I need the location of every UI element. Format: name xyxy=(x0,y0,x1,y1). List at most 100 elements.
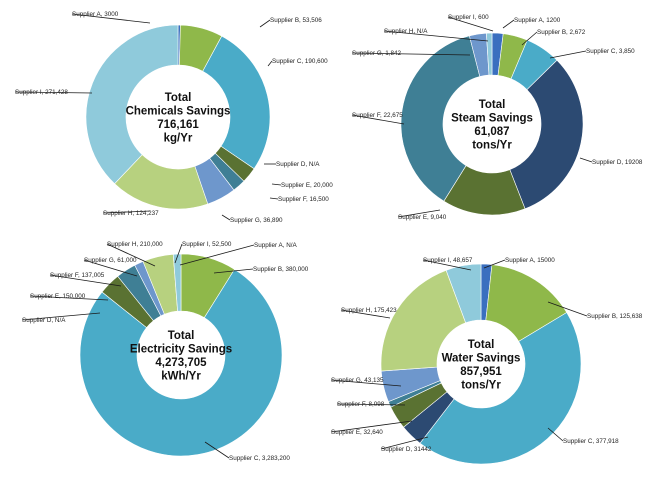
leader-line xyxy=(380,436,429,450)
donut-chart-4: Supplier A, 15000 Supplier B, 125,638 Supp… xyxy=(330,257,643,465)
center-title-line: Steam Savings xyxy=(451,112,533,124)
leader-line xyxy=(14,91,93,94)
donut-chart-2: Supplier A, 1200 Supplier B, 2,672 Supplie… xyxy=(351,14,643,221)
center-title-line: Total xyxy=(468,339,495,351)
slice-label-supplier-d: Supplier D, N/A xyxy=(22,317,66,324)
slice-label-supplier-f: Supplier F, 8,098 xyxy=(337,401,385,408)
leader-line xyxy=(174,243,183,264)
center-title-line: Total xyxy=(168,330,195,342)
leader-line xyxy=(106,243,156,267)
donut-chart-3: Supplier A, N/A Supplier B, 380,000 Suppli… xyxy=(21,241,309,462)
leader-line xyxy=(330,420,413,433)
leader-line xyxy=(21,312,101,321)
center-title-line: kg/Yr xyxy=(164,132,193,144)
leader-line xyxy=(483,259,506,269)
leader-line xyxy=(336,403,406,406)
leader-line xyxy=(330,379,402,387)
donut-hole xyxy=(443,75,541,173)
leader-line xyxy=(49,274,122,287)
slice-label-supplier-e: Supplier E, 20,000 xyxy=(281,182,333,189)
leader-line xyxy=(204,441,230,459)
center-title-line: tons/Yr xyxy=(472,139,512,151)
slice-label-supplier-a: Supplier A, 1200 xyxy=(514,17,561,24)
slice-label-supplier-c: Supplier C, 3,283,200 xyxy=(229,455,290,462)
leader-line xyxy=(213,268,254,274)
donut-slice-supplier-i xyxy=(486,32,493,76)
slice-label-supplier-b: Supplier B, 2,672 xyxy=(537,29,586,36)
center-title-line: 4,273,705 xyxy=(155,357,207,369)
slice-label-supplier-c: Supplier C, 190,600 xyxy=(272,58,328,65)
slice-label-supplier-e: Supplier E, 150,000 xyxy=(30,293,86,300)
donut-hole xyxy=(137,311,225,399)
leader-line xyxy=(521,31,538,46)
center-title-line: 61,087 xyxy=(474,126,509,138)
leader-line xyxy=(271,183,282,186)
leader-line xyxy=(340,309,391,319)
leader-line xyxy=(351,114,405,125)
slice-label-supplier-g: Supplier G, 43,135 xyxy=(331,377,384,384)
leader-line xyxy=(259,19,271,28)
slice-label-supplier-a: Supplier A, N/A xyxy=(254,242,298,249)
center-title-line: kWh/Yr xyxy=(161,370,201,382)
slice-label-supplier-c: Supplier C, 377,918 xyxy=(563,438,619,445)
slice-label-supplier-e: Supplier E, 32,640 xyxy=(331,429,383,436)
center-title-line: Water Savings xyxy=(442,352,521,364)
donut-slice-supplier-h xyxy=(380,269,467,372)
slice-label-supplier-a: Supplier A, 15000 xyxy=(505,257,555,264)
center-title-line: tons/Yr xyxy=(461,379,501,391)
slice-label-supplier-i: Supplier I, 600 xyxy=(448,14,489,21)
donut-slice-supplier-f xyxy=(400,35,481,202)
slice-label-supplier-g: Supplier G, 61,000 xyxy=(84,257,137,264)
slice-label-supplier-g: Supplier G, 36,890 xyxy=(230,217,283,224)
leader-line xyxy=(547,427,564,442)
leader-line xyxy=(549,50,587,59)
donut-hole xyxy=(126,65,230,169)
center-title-line: Total xyxy=(165,92,192,104)
leader-line xyxy=(71,13,151,24)
center-title-line: Total xyxy=(479,99,506,111)
slice-label-supplier-f: Supplier F, 137,005 xyxy=(50,272,105,279)
leader-line xyxy=(179,244,255,266)
slice-label-supplier-e: Supplier E, 9,040 xyxy=(398,214,447,221)
donut-chart-1: Supplier A, 3000 Supplier B, 53,506 Suppli… xyxy=(14,11,333,224)
slice-label-supplier-h: Supplier H, 124,237 xyxy=(103,210,159,217)
leader-line xyxy=(267,60,273,67)
center-title-line: Chemicals Savings xyxy=(126,105,231,117)
slice-label-supplier-g: Supplier G, 1,842 xyxy=(352,50,402,57)
slice-label-supplier-h: Supplier H, 210,000 xyxy=(107,241,163,248)
donut-slice-supplier-i xyxy=(85,24,179,185)
slice-label-supplier-c: Supplier C, 3,850 xyxy=(586,48,635,55)
slice-label-supplier-b: Supplier B, 125,638 xyxy=(587,313,643,320)
slice-label-supplier-b: Supplier B, 53,506 xyxy=(270,17,322,24)
slice-label-supplier-i: Supplier I, 52,500 xyxy=(182,241,232,248)
leader-line xyxy=(447,16,494,32)
leader-line xyxy=(579,157,593,163)
leader-line xyxy=(383,30,489,42)
donut-hole xyxy=(437,320,525,408)
donut-slice-supplier-d xyxy=(509,59,584,210)
leader-line xyxy=(29,295,109,301)
leader-line xyxy=(102,210,151,214)
slice-label-supplier-d: Supplier D, 19208 xyxy=(592,159,643,166)
slice-label-supplier-i: Supplier I, 48,657 xyxy=(423,257,473,264)
slice-label-supplier-b: Supplier B, 380,000 xyxy=(253,266,309,273)
donut-slice-supplier-i xyxy=(172,253,182,312)
donut-slice-supplier-c xyxy=(202,35,271,170)
leader-line xyxy=(547,301,588,317)
leader-line xyxy=(83,259,138,277)
slice-label-supplier-f: Supplier F, 16,500 xyxy=(278,196,329,203)
slice-label-supplier-i: Supplier I, 271,428 xyxy=(15,89,68,96)
slice-label-supplier-d: Supplier D, 31442 xyxy=(381,446,432,453)
slice-label-supplier-h: Supplier H, 175,423 xyxy=(341,307,397,314)
leader-line xyxy=(422,259,472,271)
leader-line xyxy=(221,214,231,221)
leader-line xyxy=(502,19,515,29)
leader-line xyxy=(269,197,279,200)
center-title-line: 857,951 xyxy=(460,366,502,378)
slice-label-supplier-h: Supplier H, N/A xyxy=(384,28,428,35)
leader-line xyxy=(397,209,441,218)
center-title-line: 716,161 xyxy=(157,119,199,131)
center-title-line: Electricity Savings xyxy=(130,343,232,355)
slice-label-supplier-f: Supplier F, 22,675 xyxy=(352,112,403,119)
